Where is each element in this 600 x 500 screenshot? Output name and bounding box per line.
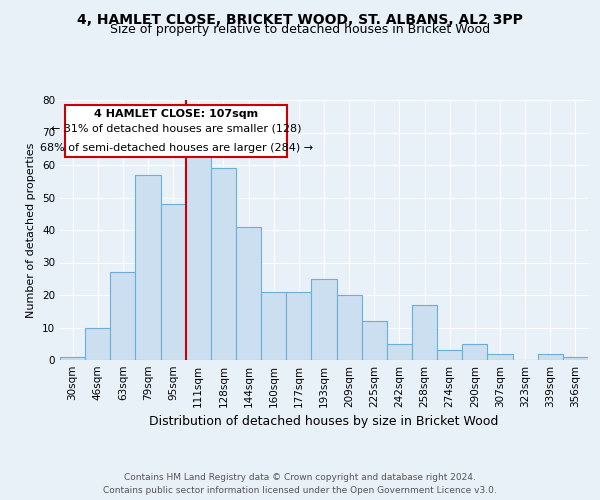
Bar [387, 344, 412, 360]
Bar [311, 279, 337, 360]
Bar [412, 304, 437, 360]
Text: Contains HM Land Registry data © Crown copyright and database right 2024.
Contai: Contains HM Land Registry data © Crown c… [103, 474, 497, 495]
FancyBboxPatch shape [65, 105, 287, 157]
Bar [487, 354, 512, 360]
Text: 4, HAMLET CLOSE, BRICKET WOOD, ST. ALBANS, AL2 3PP: 4, HAMLET CLOSE, BRICKET WOOD, ST. ALBAN… [77, 12, 523, 26]
Bar [563, 357, 588, 360]
Bar [261, 292, 286, 360]
Y-axis label: Number of detached properties: Number of detached properties [26, 142, 37, 318]
X-axis label: Distribution of detached houses by size in Bricket Wood: Distribution of detached houses by size … [149, 416, 499, 428]
Bar [161, 204, 186, 360]
Bar [437, 350, 462, 360]
Bar [85, 328, 110, 360]
Bar [236, 227, 261, 360]
Bar [362, 321, 387, 360]
Bar [462, 344, 487, 360]
Bar [538, 354, 563, 360]
Text: 68% of semi-detached houses are larger (284) →: 68% of semi-detached houses are larger (… [40, 143, 313, 153]
Bar [211, 168, 236, 360]
Text: ← 31% of detached houses are smaller (128): ← 31% of detached houses are smaller (12… [51, 124, 301, 134]
Bar [286, 292, 311, 360]
Bar [186, 149, 211, 360]
Bar [136, 175, 161, 360]
Bar [110, 272, 136, 360]
Bar [337, 295, 362, 360]
Text: Size of property relative to detached houses in Bricket Wood: Size of property relative to detached ho… [110, 22, 490, 36]
Bar [60, 357, 85, 360]
Text: 4 HAMLET CLOSE: 107sqm: 4 HAMLET CLOSE: 107sqm [94, 109, 258, 119]
